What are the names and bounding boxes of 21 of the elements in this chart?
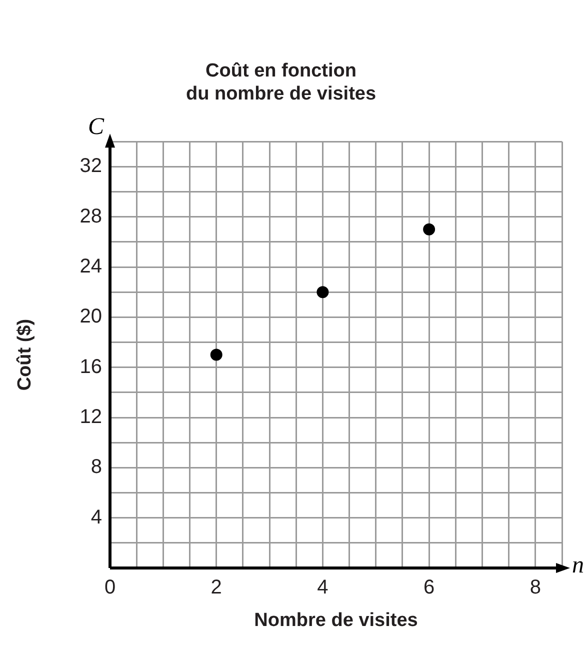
point [316, 286, 329, 298]
y-tick-label: 20 [80, 306, 102, 328]
y-tick-label: 4 [90, 506, 102, 528]
x-tick-label: 8 [530, 576, 541, 599]
chart-title: Coût en fonction du nombre de visites [186, 60, 376, 104]
y-tick-label: 28 [80, 205, 102, 228]
point [210, 348, 222, 361]
text: n [572, 552, 584, 578]
y-tick-label: 12 [80, 406, 102, 428]
x-axis-title: Nombre de visites [254, 610, 418, 631]
y-tick-label: 24 [80, 256, 102, 278]
y-tick-label: 32 [80, 155, 102, 178]
x-tick-label: 6 [423, 576, 435, 599]
y-tick-label: 8 [90, 456, 102, 478]
y-axis-title: Coût ($) [14, 318, 36, 391]
point [423, 223, 436, 236]
x-tick-label: 0 [104, 576, 116, 599]
text: C [88, 114, 105, 140]
x-tick-label: 4 [317, 576, 328, 599]
y-tick-label: 16 [80, 356, 102, 378]
x-tick-label: 2 [210, 576, 222, 599]
